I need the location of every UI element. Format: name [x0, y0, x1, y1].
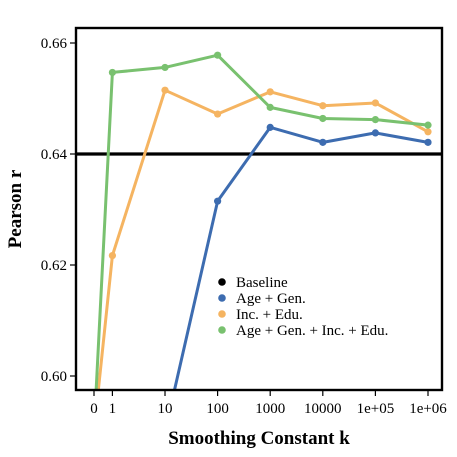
legend-marker: [218, 326, 226, 334]
series-line-1: [172, 125, 429, 390]
x-tick-label: 1000: [255, 401, 285, 417]
y-tick-label: 0.64: [41, 147, 68, 163]
legend-label: Age + Gen.: [236, 291, 306, 307]
data-point: [266, 88, 274, 96]
data-point: [266, 103, 274, 111]
y-tick-label: 0.60: [41, 369, 67, 385]
x-tick-label: 10: [158, 401, 173, 417]
data-point: [424, 128, 432, 136]
data-point: [214, 51, 222, 59]
x-tick-label: 1e+06: [409, 401, 447, 417]
legend-label: Baseline: [236, 275, 288, 291]
x-tick-label: 100: [206, 401, 229, 417]
x-axis-title: Smoothing Constant k: [168, 428, 350, 449]
data-point: [108, 251, 117, 260]
data-point: [214, 197, 222, 205]
data-point: [371, 99, 380, 107]
data-point: [266, 123, 274, 131]
data-point: [108, 68, 117, 77]
data-point: [371, 115, 380, 124]
y-axis: 0.60 0.62 0.64 0.66: [41, 36, 76, 385]
x-tick-label: 10000: [304, 401, 342, 417]
data-point: [319, 114, 327, 123]
data-point: [319, 138, 327, 146]
legend-marker: [218, 294, 226, 302]
legend-label: Age + Gen. + Inc. + Edu.: [236, 323, 388, 339]
x-tick-label: 1: [109, 401, 117, 417]
data-point: [319, 102, 327, 110]
data-point: [371, 129, 380, 137]
y-tick-label: 0.66: [41, 36, 68, 52]
x-tick-label: 1e+05: [357, 401, 395, 417]
legend-marker: [218, 310, 226, 318]
data-point: [214, 110, 222, 118]
plot-frame: [74, 26, 444, 392]
x-axis: 0 1 10 100 1000 10000 1e+05 1e+06: [90, 390, 447, 417]
x-tick-label: 0: [90, 401, 98, 417]
series-layer: [94, 51, 432, 390]
data-point: [424, 121, 432, 129]
series-line-2: [96, 88, 429, 390]
data-point: [424, 138, 432, 146]
y-tick-label: 0.62: [41, 258, 67, 274]
series-line-3: [94, 53, 429, 390]
legend-label: Inc. + Edu.: [236, 307, 303, 323]
legend-marker: [218, 278, 226, 286]
y-axis-title: Pearson r: [5, 169, 26, 248]
data-point: [161, 63, 169, 72]
data-point: [161, 86, 169, 94]
